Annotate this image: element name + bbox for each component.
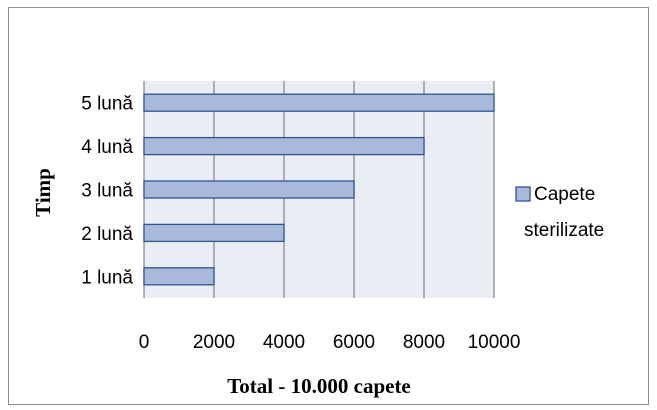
bar [144, 181, 354, 198]
legend: Capete sterilizate [516, 184, 604, 241]
legend-label-line-2: sterilizate [524, 220, 604, 241]
x-tick-label: 8000 [403, 332, 445, 353]
legend-swatch [516, 187, 530, 201]
category-label: 3 lună [81, 181, 133, 202]
category-label: 1 lună [81, 267, 133, 288]
y-axis-title: Timp [31, 168, 55, 217]
x-tick-label: 6000 [333, 332, 375, 353]
x-tick-label: 2000 [193, 332, 235, 353]
x-tick-label: 0 [139, 332, 150, 353]
x-tick-label: 4000 [263, 332, 305, 353]
x-axis-title: Total - 10.000 capete [227, 374, 411, 398]
category-labels: 1 lună 2 lună 3 lună 4 lună 5 lună [81, 94, 133, 289]
bar [144, 138, 424, 155]
bar [144, 94, 494, 111]
x-tick-label: 10000 [468, 332, 521, 353]
category-label: 4 lună [81, 137, 133, 158]
category-label: 2 lună [81, 224, 133, 245]
x-tick-labels: 0 2000 4000 6000 8000 10000 [139, 332, 521, 353]
legend-label-line-1: Capete [534, 184, 595, 205]
bar [144, 224, 284, 241]
bar [144, 268, 214, 285]
category-label: 5 lună [81, 94, 133, 115]
